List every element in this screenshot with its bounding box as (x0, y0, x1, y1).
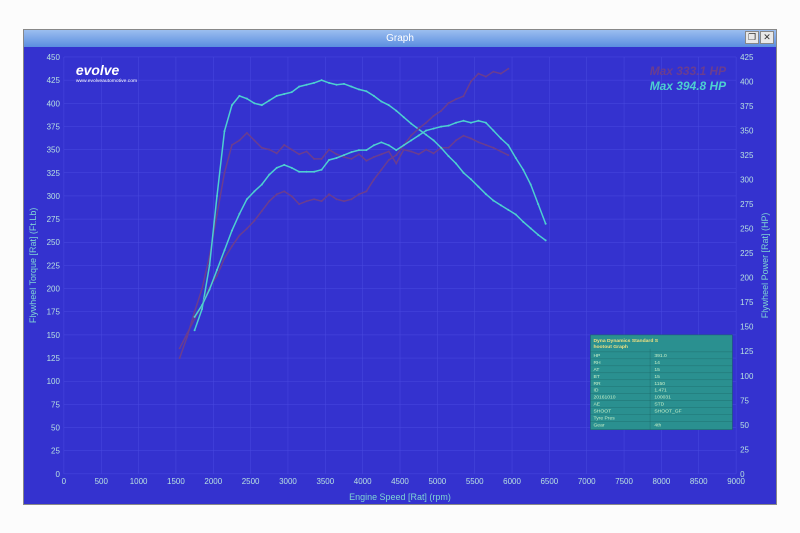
svg-text:250: 250 (740, 224, 754, 233)
close-button[interactable]: ✕ (760, 31, 774, 44)
svg-text:100031: 100031 (654, 394, 671, 400)
svg-text:4th: 4th (654, 422, 661, 428)
svg-text:Engine Speed [Rat] (rpm): Engine Speed [Rat] (rpm) (349, 492, 451, 502)
svg-text:375: 375 (47, 122, 61, 131)
svg-text:SHOOT_GF: SHOOT_GF (654, 408, 681, 414)
svg-text:15: 15 (654, 374, 660, 380)
svg-text:8000: 8000 (653, 477, 671, 486)
svg-text:25: 25 (740, 445, 749, 454)
svg-text:400: 400 (740, 77, 754, 86)
svg-text:SHOOT: SHOOT (593, 408, 611, 414)
svg-text:425: 425 (47, 76, 61, 85)
svg-text:150: 150 (740, 322, 754, 331)
svg-text:8500: 8500 (690, 477, 708, 486)
svg-text:325: 325 (47, 168, 61, 177)
svg-text:5000: 5000 (428, 477, 446, 486)
svg-text:75: 75 (51, 400, 60, 409)
svg-text:4000: 4000 (354, 477, 372, 486)
svg-text:RR: RR (593, 380, 601, 386)
svg-text:300: 300 (740, 175, 754, 184)
svg-text:1000: 1000 (130, 477, 148, 486)
svg-text:450: 450 (47, 53, 61, 62)
svg-text:20161010: 20161010 (593, 394, 615, 400)
svg-text:100: 100 (740, 371, 754, 380)
svg-text:5500: 5500 (466, 477, 484, 486)
svg-text:BT: BT (593, 374, 599, 380)
svg-text:AE: AE (593, 401, 600, 407)
svg-text:200: 200 (47, 284, 61, 293)
svg-text:25: 25 (51, 446, 60, 455)
window-title: Graph (386, 33, 414, 44)
window-controls: ❐ ✕ (745, 31, 774, 44)
chart-window: Graph ❐ ✕ 050010001500200025003000350040… (23, 29, 777, 505)
svg-text:125: 125 (47, 354, 61, 363)
window-titlebar: Graph ❐ ✕ (24, 30, 776, 47)
svg-text:75: 75 (740, 396, 749, 405)
svg-text:350: 350 (740, 126, 754, 135)
svg-text:6000: 6000 (503, 477, 521, 486)
svg-text:275: 275 (47, 215, 61, 224)
svg-text:Tyre Pres: Tyre Pres (593, 415, 615, 421)
svg-text:1150: 1150 (654, 380, 665, 386)
svg-text:4500: 4500 (391, 477, 409, 486)
svg-text:425: 425 (740, 53, 754, 62)
svg-text:175: 175 (740, 298, 754, 307)
svg-text:225: 225 (47, 261, 61, 270)
svg-text:375: 375 (740, 102, 754, 111)
svg-text:175: 175 (47, 307, 61, 316)
svg-text:500: 500 (95, 477, 109, 486)
svg-text:2500: 2500 (242, 477, 260, 486)
svg-text:Flywheel Torque [Rat] (Ft.Lb): Flywheel Torque [Rat] (Ft.Lb) (28, 207, 38, 322)
svg-text:125: 125 (740, 347, 754, 356)
svg-text:0: 0 (62, 477, 67, 486)
svg-text:2000: 2000 (204, 477, 222, 486)
svg-text:7000: 7000 (578, 477, 596, 486)
svg-text:250: 250 (47, 238, 61, 247)
svg-text:200: 200 (740, 273, 754, 282)
svg-text:391.0: 391.0 (654, 353, 667, 359)
svg-text:7500: 7500 (615, 477, 633, 486)
svg-text:1.471: 1.471 (654, 387, 667, 393)
svg-text:STD: STD (654, 401, 664, 407)
svg-text:3500: 3500 (316, 477, 334, 486)
svg-text:150: 150 (47, 331, 61, 340)
svg-text:325: 325 (740, 151, 754, 160)
svg-text:15: 15 (654, 367, 660, 373)
svg-text:Gear: Gear (593, 422, 604, 428)
dyno-chart: 0500100015002000250030003500400045005000… (24, 47, 776, 504)
svg-text:400: 400 (47, 99, 61, 108)
svg-text:Max 333.1 HP: Max 333.1 HP (650, 64, 726, 78)
svg-text:275: 275 (740, 200, 754, 209)
svg-text:0: 0 (55, 470, 60, 479)
svg-text:Flywheel Power [Rat] (HP): Flywheel Power [Rat] (HP) (760, 212, 770, 318)
svg-text:225: 225 (740, 249, 754, 258)
svg-text:ID: ID (593, 387, 598, 393)
plot-area: 0500100015002000250030003500400045005000… (24, 47, 776, 504)
svg-text:3000: 3000 (279, 477, 297, 486)
svg-text:0: 0 (740, 470, 745, 479)
restore-button[interactable]: ❐ (745, 31, 759, 44)
svg-text:50: 50 (740, 421, 749, 430)
svg-text:350: 350 (47, 145, 61, 154)
svg-text:100: 100 (47, 377, 61, 386)
svg-text:AT: AT (593, 367, 599, 373)
svg-text:300: 300 (47, 192, 61, 201)
svg-text:14: 14 (654, 360, 660, 366)
svg-text:1500: 1500 (167, 477, 185, 486)
svg-text:Max 394.8 HP: Max 394.8 HP (650, 79, 726, 93)
svg-text:HP: HP (593, 353, 601, 359)
svg-text:6500: 6500 (541, 477, 559, 486)
svg-text:RH: RH (593, 360, 601, 366)
svg-text:hootout Graph: hootout Graph (593, 344, 628, 350)
svg-text:www.evolveautomotive.com: www.evolveautomotive.com (76, 78, 137, 84)
svg-text:evolve: evolve (76, 62, 120, 78)
svg-text:50: 50 (51, 423, 60, 432)
